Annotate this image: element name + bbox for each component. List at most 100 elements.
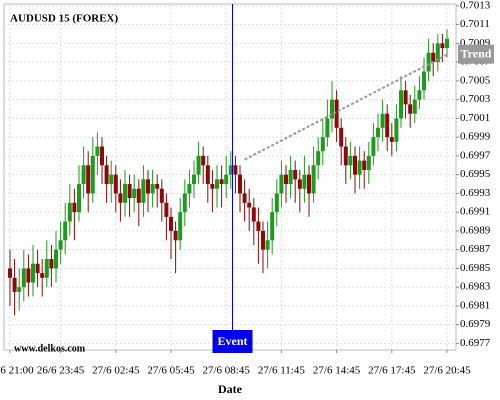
- candle-body: [67, 202, 72, 222]
- grid: 0.6977 0.6979 0.6981 0.6983 0.6985 0.6987 0.69…: [0, 0, 491, 377]
- y-tick-label: 0.6985: [460, 262, 491, 274]
- candle-body: [256, 221, 261, 231]
- candle-body: [334, 99, 339, 128]
- candle-body: [136, 188, 141, 203]
- candle-body: [44, 259, 49, 278]
- candle-body: [169, 216, 173, 231]
- trend-label: Trend: [461, 46, 492, 60]
- candle-body: [26, 268, 31, 283]
- candle-body: [371, 137, 376, 156]
- candle-body: [330, 99, 334, 119]
- candle-body: [343, 146, 348, 166]
- candle-body: [164, 202, 169, 217]
- candle-body: [380, 113, 385, 128]
- candle-body: [445, 38, 449, 49]
- x-tick-label: 27/6 02:45: [92, 365, 140, 377]
- candle-body: [86, 165, 91, 194]
- candle-body: [113, 174, 118, 194]
- candle-body: [412, 99, 417, 114]
- chart-title: AUDUSD 15 (FOREX): [10, 13, 119, 25]
- event-label-box: [212, 330, 253, 353]
- candle-body: [49, 259, 54, 269]
- candle-body: [54, 249, 58, 269]
- candle-body: [431, 52, 436, 63]
- candle-body: [307, 174, 311, 194]
- plot-area: [3, 3, 457, 351]
- candle-body: [403, 90, 408, 105]
- candle-body: [270, 212, 275, 241]
- candle-body: [159, 188, 164, 203]
- candle-body: [261, 230, 265, 250]
- candle-body: [302, 174, 307, 189]
- candle-body: [311, 165, 316, 194]
- candle-body: [8, 268, 12, 278]
- y-tick-label: 0.6987: [460, 243, 491, 255]
- trend-label-box: [458, 44, 494, 64]
- candle-body: [353, 155, 357, 175]
- candle-body: [109, 174, 114, 185]
- x-tick-label: 27/6 08:45: [203, 365, 251, 377]
- candle-body: [316, 151, 321, 166]
- candle-body: [435, 43, 440, 63]
- candle-body: [141, 179, 146, 203]
- candle-body: [325, 118, 330, 138]
- candle-body: [242, 193, 247, 203]
- candle-body: [385, 113, 390, 138]
- candle-body: [192, 174, 196, 185]
- y-tick-label: 0.7001: [460, 112, 490, 124]
- candle-body: [150, 184, 155, 194]
- candle-body: [31, 263, 35, 283]
- watermark: www.delkos.com: [14, 343, 86, 354]
- candle-body: [293, 169, 298, 180]
- candle-body: [90, 155, 95, 194]
- y-tick-label: 0.7013: [460, 0, 491, 11]
- candle-body: [376, 127, 380, 138]
- candle-body: [389, 137, 394, 142]
- candle-body: [100, 146, 104, 166]
- x-tick-label: 27/6 20:45: [423, 365, 471, 377]
- candle-body: [35, 263, 40, 274]
- candle-body: [178, 212, 183, 241]
- candle-body: [366, 155, 371, 170]
- candle-body: [146, 179, 150, 194]
- overlays: Trend Event: [212, 4, 494, 353]
- candle-body: [224, 174, 229, 185]
- candle-body: [339, 127, 344, 147]
- x-tick-label: 27/6 11:45: [258, 365, 305, 377]
- candle-body: [205, 165, 210, 185]
- candle-body: [297, 179, 302, 189]
- candle-body: [132, 188, 137, 199]
- y-tick-label: 0.6983: [460, 281, 491, 293]
- x-tick-label: 26/6 23:45: [37, 365, 85, 377]
- candle-body: [12, 277, 17, 292]
- candle-body: [219, 179, 224, 185]
- candle-body: [426, 52, 431, 72]
- candle-body: [63, 221, 68, 241]
- candle-body: [357, 160, 362, 175]
- candle-body: [274, 193, 279, 213]
- x-axis-title: Date: [218, 382, 243, 396]
- candle-body: [187, 184, 192, 194]
- candle-body: [422, 71, 426, 91]
- candle-body: [265, 240, 270, 250]
- candle-body: [408, 104, 413, 114]
- y-tick-label: 0.6993: [460, 187, 491, 199]
- y-tick-label: 0.6989: [460, 224, 491, 236]
- candle-body: [123, 184, 127, 203]
- y-tick-label: 0.7003: [460, 93, 491, 105]
- candle-body: [95, 146, 100, 156]
- candles: [8, 29, 449, 316]
- candle-body: [210, 184, 215, 189]
- candle-body: [104, 165, 109, 185]
- candle-body: [155, 184, 160, 189]
- y-tick-label: 0.7005: [460, 74, 491, 86]
- y-tick-label: 0.7011: [460, 18, 490, 30]
- candle-body: [228, 165, 233, 175]
- candle-body: [21, 268, 26, 288]
- candle-body: [348, 155, 353, 166]
- candle-body: [233, 165, 238, 175]
- candle-body: [284, 174, 288, 185]
- x-tick-label: 27/6 17:45: [368, 365, 416, 377]
- y-tick-label: 0.6979: [460, 318, 491, 330]
